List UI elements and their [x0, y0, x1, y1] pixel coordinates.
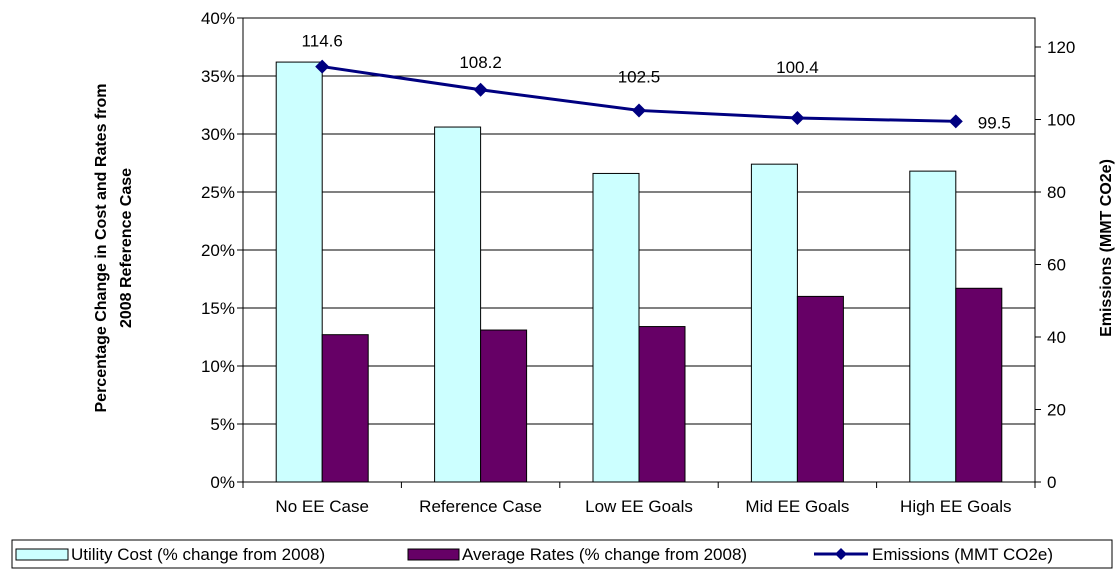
- y-tick-label: 5%: [210, 415, 235, 434]
- y-tick-label: 30%: [201, 125, 235, 144]
- average-rates-bar: [639, 327, 685, 482]
- average-rates-bar: [956, 288, 1002, 482]
- y-tick-label: 20%: [201, 241, 235, 260]
- utility-cost-bar: [751, 164, 797, 482]
- y-tick-label: 0%: [210, 473, 235, 492]
- legend-label-utility-cost: Utility Cost (% change from 2008): [71, 545, 325, 564]
- legend-swatch-average-rates: [408, 549, 459, 560]
- x-tick-label: Low EE Goals: [585, 497, 693, 516]
- y2-tick-label: 60: [1047, 256, 1066, 275]
- utility-cost-bar: [593, 173, 639, 482]
- average-rates-bar: [481, 330, 527, 482]
- legend-label-emissions: Emissions (MMT CO2e): [872, 545, 1053, 564]
- legend-swatch-utility-cost: [16, 549, 68, 560]
- y-tick-label: 10%: [201, 357, 235, 376]
- y2-tick-label: 0: [1047, 473, 1056, 492]
- y2-axis-title: Emissions (MMT CO2e): [1098, 159, 1115, 337]
- utility-cost-bar: [276, 62, 322, 482]
- y-axis-title-line-2: 2008 Reference Case: [118, 168, 135, 328]
- utility-cost-bar: [435, 127, 481, 482]
- y-tick-label: 25%: [201, 183, 235, 202]
- x-tick-label: No EE Case: [275, 497, 369, 516]
- y-tick-label: 15%: [201, 299, 235, 318]
- x-tick-label: High EE Goals: [900, 497, 1012, 516]
- x-tick-label: Reference Case: [419, 497, 542, 516]
- emissions-data-label: 102.5: [618, 67, 661, 86]
- emissions-data-label: 108.2: [459, 53, 502, 72]
- average-rates-bar: [797, 296, 843, 482]
- emissions-data-label: 114.6: [302, 32, 343, 51]
- y2-tick-label: 120: [1047, 38, 1075, 57]
- emissions-data-label: 99.5: [978, 113, 1011, 132]
- utility-cost-bar: [910, 171, 956, 482]
- average-rates-bar: [322, 335, 368, 482]
- y-tick-label: 40%: [201, 9, 235, 28]
- y-tick-label: 35%: [201, 67, 235, 86]
- y2-tick-label: 80: [1047, 183, 1066, 202]
- x-tick-label: Mid EE Goals: [745, 497, 849, 516]
- emissions-data-label: 100.4: [776, 58, 819, 77]
- y2-tick-label: 20: [1047, 401, 1066, 420]
- y-axis-title-line-1: Percentage Change in Cost and Rates from: [93, 84, 110, 413]
- y2-tick-label: 100: [1047, 111, 1075, 130]
- legend: Utility Cost (% change from 2008) Averag…: [12, 540, 1112, 568]
- y2-tick-label: 40: [1047, 328, 1066, 347]
- legend-label-average-rates: Average Rates (% change from 2008): [462, 545, 747, 564]
